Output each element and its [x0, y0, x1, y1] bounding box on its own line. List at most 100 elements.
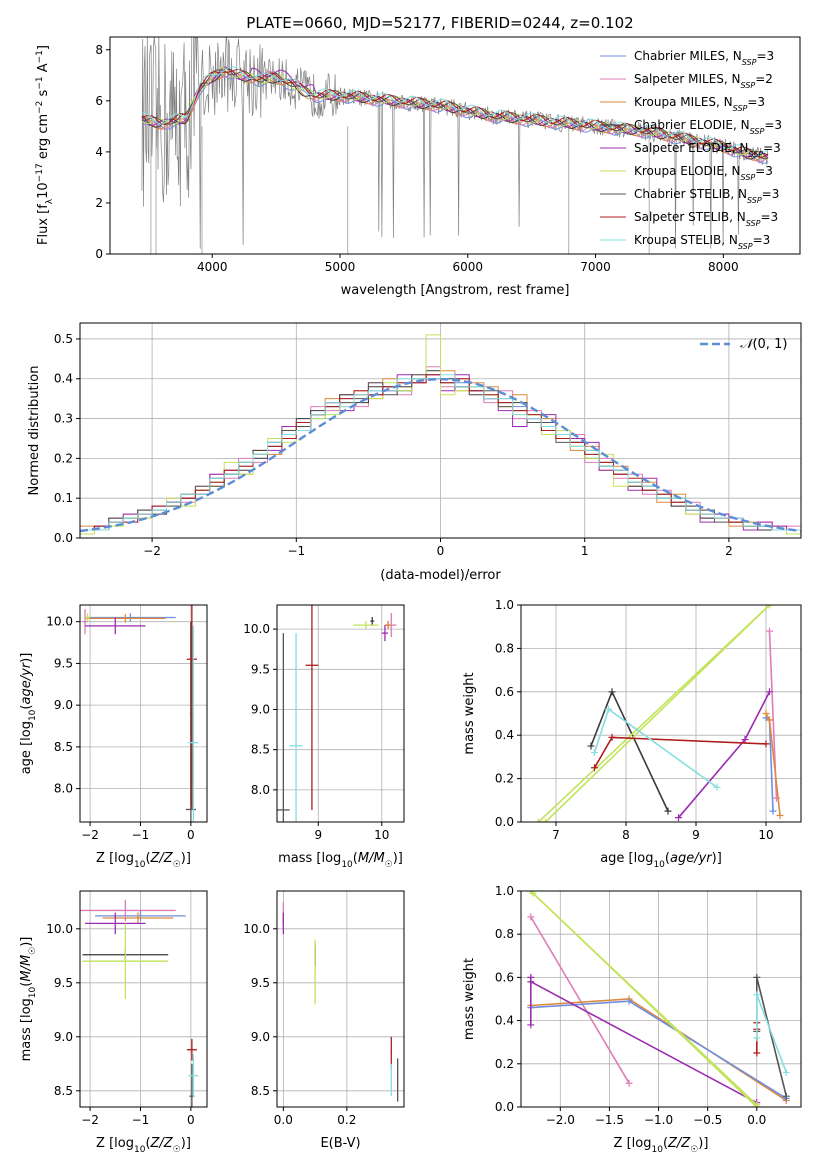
- weight-marker-kroupa_elodie: [542, 818, 549, 822]
- legend-value: =3: [760, 210, 778, 224]
- residuals-axes: −2 −1 0 1 2 0.0 0.1 0.2 0.3 0.4 0.5: [54, 322, 802, 558]
- weight-vs-z-xlabel-part: ☉: [690, 1145, 698, 1155]
- weight-marker-chabrier_elodie: [587, 742, 595, 750]
- age-vs-z-xtick-label: 0: [187, 828, 195, 842]
- weight-vs-age-axes: 7 8 9 10 0.0 0.2 0.4 0.6 0.8 1.0: [495, 598, 802, 842]
- age-vs-z-ylabel-part: age [log: [19, 721, 34, 774]
- weight-vs-age-xtick-label: 10: [758, 828, 773, 842]
- mass-vs-z-ytick-label: 9.0: [54, 1030, 73, 1044]
- legend-value: =3: [753, 233, 771, 247]
- spectrum-ytick-label: 2: [95, 196, 103, 210]
- residuals-xtick-label: 0: [437, 544, 445, 558]
- weight-vs-age-xlabel: age [log10(age/yr)]: [600, 851, 722, 870]
- legend-value: =3: [763, 141, 781, 155]
- mass-vs-ebv-axes: 0.0 0.2 8.5 9.0 9.5 10.0: [243, 890, 405, 1127]
- weight-marker-kroupa_elodie: [529, 891, 537, 897]
- age-vs-mass-xlabel-part: mass [log: [278, 851, 341, 866]
- weight-marker-salpeter_elodie: [741, 736, 749, 744]
- age-vs-mass-ytick-label: 9.5: [251, 662, 270, 676]
- mass-vs-z-ylabel-part: 10: [28, 986, 38, 998]
- mass-vs-z-ytick-label: 8.5: [54, 1084, 73, 1098]
- weight-line-kroupa_elodie: [537, 605, 771, 822]
- legend-args: (0, 1): [752, 337, 787, 352]
- legend-name: Chabrier MILES, N: [634, 49, 742, 63]
- weight-marker-kroupa_stelib: [605, 705, 612, 713]
- spectrum-xtick-label: 6000: [453, 260, 484, 274]
- age-vs-mass-xlabel-part: )]: [393, 851, 403, 866]
- weight-vs-z-xlabel-part: Z [log: [614, 1136, 652, 1151]
- model-fit-kroupa_stelib: [141, 66, 769, 157]
- weight-marker-chabrier_miles: [769, 807, 777, 815]
- age-vs-mass-xlabel: mass [log10(M/M☉)]: [278, 851, 403, 870]
- weight-marker-chabrier_stelib: [782, 1092, 790, 1100]
- residuals-xtick-label: 2: [725, 544, 733, 558]
- legend-entry: Salpeter STELIB, NSSP=3: [634, 210, 778, 228]
- spectrum-ylabel-part: −1: [35, 50, 45, 63]
- mass-vs-z-ytick-label: 9.5: [54, 976, 73, 990]
- age-vs-mass-axes: 9 10 8.0 8.5 9.0 9.5 10.0: [243, 604, 405, 842]
- model-fit-chabrier_stelib: [141, 69, 769, 160]
- weight-marker-chabrier_stelib: [753, 973, 761, 981]
- residuals-xtick-label: −2: [143, 544, 161, 558]
- weight-marker-salpeter_stelib: [591, 764, 598, 772]
- mass-vs-z-plot-area: [80, 899, 199, 1107]
- weight-vs-z-xtick-label: 0.0: [747, 1113, 766, 1127]
- residuals-ytick-label: 0.2: [54, 451, 73, 465]
- weight-marker-salpeter_elodie: [675, 814, 682, 822]
- mass-vs-z-ylabel-part: mass [log: [19, 998, 34, 1061]
- legend-sub: SSP: [738, 242, 753, 251]
- mass-vs-z-ylabel-part: (: [19, 982, 34, 987]
- spectrum-ylabel-part: −17: [35, 163, 45, 182]
- weight-marker-salpeter_miles: [527, 913, 535, 921]
- weight-vs-age-ytick-label: 0.4: [495, 728, 514, 742]
- spectrum-ylabel-part: A: [36, 63, 51, 76]
- weight-vs-z-ytick-label: 0.4: [495, 1014, 514, 1028]
- weight-vs-z-xtick-label: −0.5: [693, 1113, 722, 1127]
- legend-value: =3: [755, 164, 773, 178]
- legend-sub: SSP: [747, 196, 762, 205]
- weight-marker-salpeter_miles: [625, 1079, 633, 1087]
- spectrum-ytick-label: 6: [95, 94, 103, 108]
- model-fit-salpeter_stelib: [141, 68, 769, 159]
- legend-sub: SSP: [746, 219, 761, 228]
- mass-vs-z-ylabel-part: )]: [19, 937, 34, 947]
- residuals-ytick-label: 0.1: [54, 491, 73, 505]
- age-vs-z-xlabel-part: (: [145, 851, 150, 866]
- spectrum-ylabel-part: ]: [36, 45, 51, 50]
- legend-value: =2: [755, 72, 773, 86]
- spectrum-xtick-label: 7000: [580, 260, 611, 274]
- mass-vs-z-axes: −2 −1 0 8.5 9.0 9.5 10.0: [46, 890, 208, 1127]
- age-vs-z-ylabel-part: (: [19, 705, 34, 710]
- mass-vs-z-ylabel: mass [log10(M/M☉)]: [19, 937, 38, 1062]
- weight-marker-kroupa_elodie: [753, 1101, 761, 1107]
- mass-vs-z-xlabel: Z [log10(Z/Z☉)]: [96, 1136, 191, 1155]
- age-vs-z-axes: −2 −1 0 8.0 8.5 9.0 9.5 10.0: [46, 604, 208, 842]
- weight-vs-age-xlabel-part: age [log: [600, 851, 653, 866]
- weight-line-kroupa_elodie: [544, 605, 771, 822]
- legend-value: =3: [762, 187, 780, 201]
- spectrum-axes: 4000 5000 6000 7000 8000 0 2 4 6 8: [95, 36, 801, 274]
- mass-vs-ebv-xtick-label: 0.0: [274, 1113, 293, 1127]
- mass-vs-z-xtick-label: −1: [132, 1113, 150, 1127]
- spectrum-xtick-label: 4000: [197, 260, 228, 274]
- residuals-ytick-label: 0.4: [54, 372, 73, 386]
- spectrum-ylabel-part: λ: [45, 198, 55, 204]
- mass-vs-z-ytick-label: 10.0: [46, 922, 73, 936]
- weight-vs-z-xlabel-part: 10: [651, 1145, 663, 1155]
- residuals-ylabel: Normed distribution: [27, 366, 42, 496]
- spectrum-ylabel-part: Flux [f: [36, 204, 51, 245]
- legend-name: Salpeter ELODIE, N: [634, 141, 748, 155]
- age-vs-z-ytick-label: 9.0: [54, 698, 73, 712]
- age-vs-z-ylabel: age [log10(age/yr)]: [19, 653, 38, 775]
- weight-vs-z-xlabel-part: )]: [698, 1136, 708, 1151]
- age-vs-mass-ytick-label: 10.0: [243, 622, 270, 636]
- weight-marker-kroupa_miles: [776, 811, 784, 819]
- weight-vs-z-ytick-label: 0.6: [495, 970, 514, 984]
- age-vs-z-ytick-label: 8.0: [54, 782, 73, 796]
- legend-value: =3: [756, 49, 774, 63]
- weight-marker-salpeter_miles: [766, 627, 773, 635]
- weight-vs-z-xtick-label: −1.5: [595, 1113, 624, 1127]
- legend-name: Salpeter MILES, N: [634, 72, 741, 86]
